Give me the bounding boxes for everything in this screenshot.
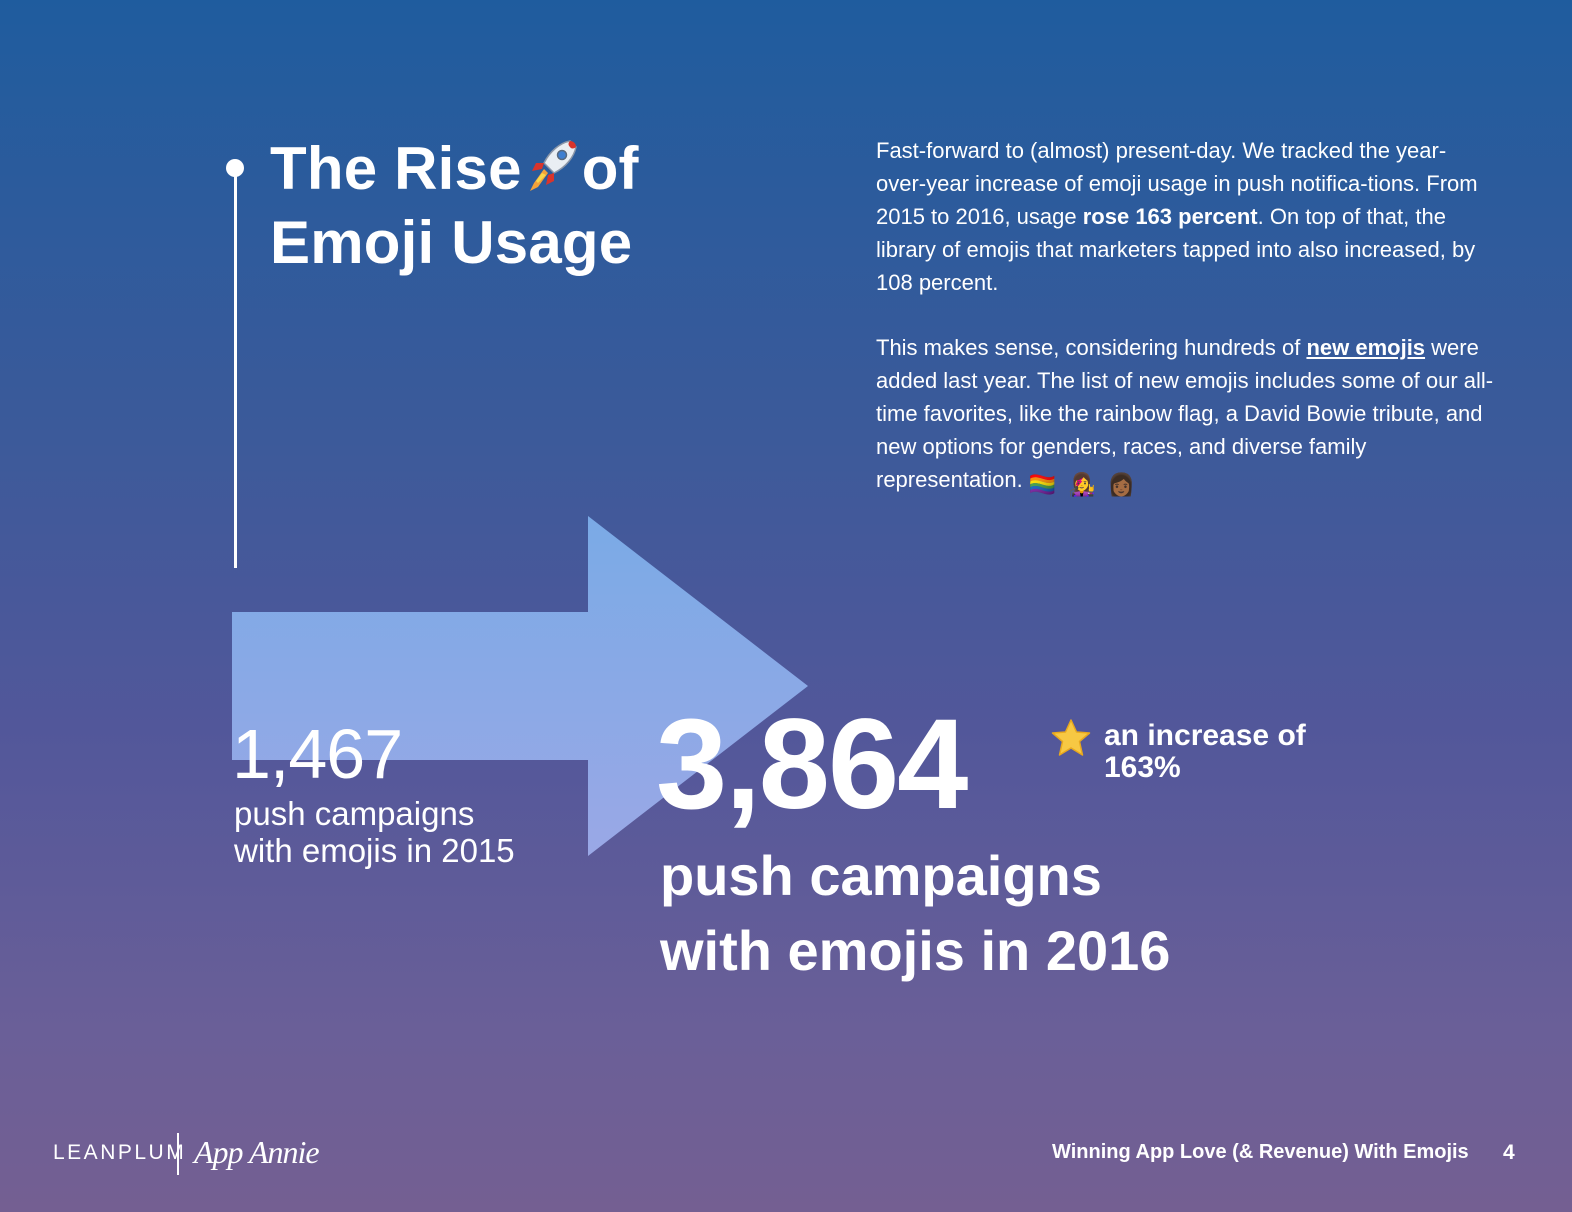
singer-icon: 👩‍🎤 — [1068, 472, 1096, 497]
stat-2015-value: 1,467 — [232, 715, 403, 793]
arrow-graphic — [232, 516, 808, 856]
rocket-icon — [526, 137, 578, 195]
title-part1: The Rise — [270, 135, 522, 202]
p1-bold-text: rose 163 percent — [1082, 204, 1258, 229]
p1-text-b: . On top of that, the library of emojis … — [876, 204, 1476, 295]
page-title: The Rise of Emoji Usage — [270, 132, 639, 280]
app-annie-logo: App Annie — [194, 1134, 320, 1170]
page-number: 4 — [1503, 1141, 1515, 1164]
p1-text-a: Fast-forward to (almost) present-day. We… — [876, 138, 1478, 229]
footer-doc-title: Winning App Love (& Revenue) With Emojis — [1052, 1141, 1469, 1163]
p2-text-b: were added last year. The list of new em… — [876, 335, 1494, 492]
intro-text: Fast-forward to (almost) present-day. We… — [876, 134, 1496, 533]
stat-2015-label: push campaigns with emojis in 2015 — [234, 795, 515, 869]
title-line2: Emoji Usage — [270, 209, 633, 276]
stat-2016-value: 3,864 — [656, 693, 968, 836]
stat-2016-label: push campaigns with emojis in 2016 — [660, 844, 1171, 982]
timeline-line — [234, 170, 237, 568]
leanplum-logo: LEANPLUM — [53, 1141, 187, 1164]
star-icon — [1051, 719, 1091, 756]
paragraph-1: Fast-forward to (almost) present-day. We… — [876, 134, 1496, 299]
increase-label: an increase of 163% — [1104, 719, 1306, 784]
rainbow-flag-icon: 🏳️‍🌈 — [1028, 472, 1057, 497]
timeline-dot — [226, 159, 244, 177]
p2-text-a: This makes sense, considering hundreds o… — [876, 335, 1307, 360]
title-part2: of — [581, 135, 639, 202]
emoji-row: 🏳️‍🌈 👩‍🎤 👩🏾 — [1029, 468, 1147, 501]
new-emojis-link[interactable]: new emojis — [1306, 335, 1426, 360]
logo-divider — [177, 1133, 179, 1175]
paragraph-2: This makes sense, considering hundreds o… — [876, 331, 1496, 501]
woman-icon: 👩🏾 — [1107, 472, 1135, 497]
